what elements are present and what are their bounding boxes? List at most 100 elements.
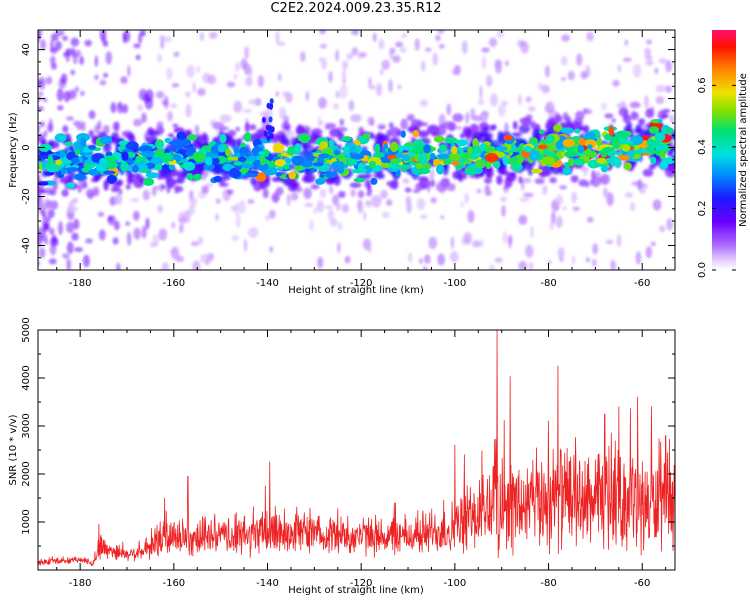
heatmap-ridge-blob [636,148,649,153]
heatmap-halo-blob [430,179,435,188]
heatmap-halo-blob [301,145,314,150]
heatmap-ridge-blob [227,156,240,161]
heatmap-halo-blob [365,172,372,179]
heatmap-halo-blob [578,179,589,187]
heatmap-halo-blob [149,129,160,137]
heatmap-ridge-blob [288,171,297,180]
heatmap-ridge-blob [152,164,165,171]
heatmap-noise-blob [587,216,594,223]
heatmap-halo-blob [639,189,646,194]
heatmap-halo-blob [626,121,633,129]
heatmap-noise-blob [80,90,85,96]
heatmap-halo-blob [132,176,145,189]
heatmap-noise-blob [207,74,217,85]
x-tick-label: -100 [444,578,467,589]
heatmap-ridge-blob [573,158,585,166]
heatmap-halo-blob [522,192,535,198]
heatmap-halo-blob [518,124,531,134]
heatmap-ridge-blob [319,141,329,149]
heatmap-noise-blob [62,35,69,41]
heatmap-ridge-blob [373,153,385,158]
heatmap-ridge-blob [139,145,153,153]
heatmap-noise-blob [43,222,51,232]
heatmap-noise-blob [622,57,632,62]
heatmap-halo-blob [669,145,675,152]
heatmap-ridge-blob [485,162,492,170]
heatmap-halo-blob [151,187,157,197]
heatmap-noise-blob [467,209,475,223]
heatmap-noise-blob [38,80,43,86]
heatmap-ridge-blob [46,163,60,170]
heatmap-noise-blob [342,68,346,83]
heatmap-ridge-blob [260,138,273,144]
heatmap-noise-blob [300,51,306,63]
heatmap-halo-blob [357,190,365,199]
x-tick-label: -140 [256,578,279,589]
heatmap-halo-blob [497,130,504,142]
heatmap-ridge-blob [270,126,275,133]
heatmap-halo-blob [604,113,614,119]
heatmap-halo-blob [167,133,174,138]
heatmap-ridge-blob [542,156,556,165]
heatmap-ridge-blob [448,152,461,161]
x-tick-label: -60 [634,278,650,289]
heatmap-ridge-blob [103,170,116,175]
heatmap-halo-blob [292,191,298,201]
heatmap-halo-blob [496,175,503,185]
heatmap-halo-blob [616,103,627,108]
heatmap-ridge-blob [511,162,523,172]
heatmap-ridge-blob [237,156,247,163]
heatmap-halo-blob [538,166,548,178]
heatmap-halo-blob [611,118,616,123]
heatmap-noise-blob [335,90,340,99]
heatmap-ridge-blob [395,152,404,158]
heatmap-halo-blob [366,192,372,197]
heatmap-halo-blob [88,129,94,138]
heatmap-ridge-blob [95,163,107,172]
heatmap-halo-blob [599,173,610,185]
heatmap-noise-blob [74,247,84,253]
heatmap-ridge-blob [341,136,352,142]
heatmap-noise-blob [437,253,446,266]
heatmap-ridge-blob [608,125,614,136]
heatmap-ridge-blob [258,151,266,156]
heatmap-halo-blob [457,172,463,181]
heatmap-ridge-blob [80,137,87,147]
heatmap-ridge-blob [272,142,285,153]
heatmap-ridge-blob [451,146,458,155]
heatmap-halo-blob [427,124,439,135]
heatmap-halo-blob [329,128,341,138]
heatmap-halo-blob [172,123,179,129]
heatmap-halo-blob [365,179,372,189]
heatmap-ridge-blob [578,138,586,146]
heatmap-noise-blob [527,96,533,101]
heatmap-noise-blob [402,178,410,184]
heatmap-halo-blob [661,113,669,119]
heatmap-halo-blob [464,192,469,204]
heatmap-halo-blob [275,186,284,196]
heatmap-noise-blob [126,232,132,246]
heatmap-noise-blob [45,76,53,85]
heatmap-halo-blob [303,187,312,199]
heatmap-noise-blob [277,73,282,82]
heatmap-noise-blob [332,103,340,110]
heatmap-halo-blob [534,178,545,185]
heatmap-noise-blob [233,100,243,113]
heatmap-noise-blob [38,184,41,197]
heatmap-noise-blob [179,223,184,234]
heatmap-halo-blob [373,174,383,179]
figure-title: C2E2.2024.009.23.35.R12 [270,1,442,16]
heatmap-noise-blob [504,60,510,67]
heatmap-halo-blob [636,179,643,191]
heatmap-noise-blob [380,189,388,199]
heatmap-noise-blob [145,217,150,230]
heatmap-halo-blob [389,126,401,138]
heatmap-ridge-blob [555,140,564,150]
heatmap-noise-blob [544,65,550,78]
heatmap-noise-blob [84,39,92,47]
heatmap-ridge-blob [648,126,660,134]
heatmap-ridge-blob [125,143,135,150]
heatmap-noise-blob [517,39,525,48]
snr-ylabel: SNR (10 * v/v) [8,414,19,485]
heatmap-noise-blob [421,60,426,73]
